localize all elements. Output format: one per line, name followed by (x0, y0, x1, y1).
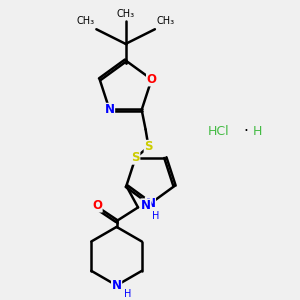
Text: N: N (146, 197, 155, 210)
Text: N: N (105, 103, 115, 116)
Text: CH₃: CH₃ (157, 16, 175, 26)
Text: ·: · (243, 124, 248, 139)
Text: N: N (112, 279, 122, 292)
Text: S: S (131, 151, 140, 164)
Text: H: H (152, 211, 159, 221)
Text: H: H (124, 289, 132, 299)
Text: O: O (92, 199, 102, 212)
Text: O: O (147, 73, 157, 86)
Text: N: N (141, 199, 151, 212)
Text: CH₃: CH₃ (76, 16, 94, 26)
Text: CH₃: CH₃ (117, 8, 135, 19)
Text: HCl: HCl (207, 125, 229, 138)
Text: S: S (144, 140, 153, 153)
Text: H: H (253, 125, 262, 138)
